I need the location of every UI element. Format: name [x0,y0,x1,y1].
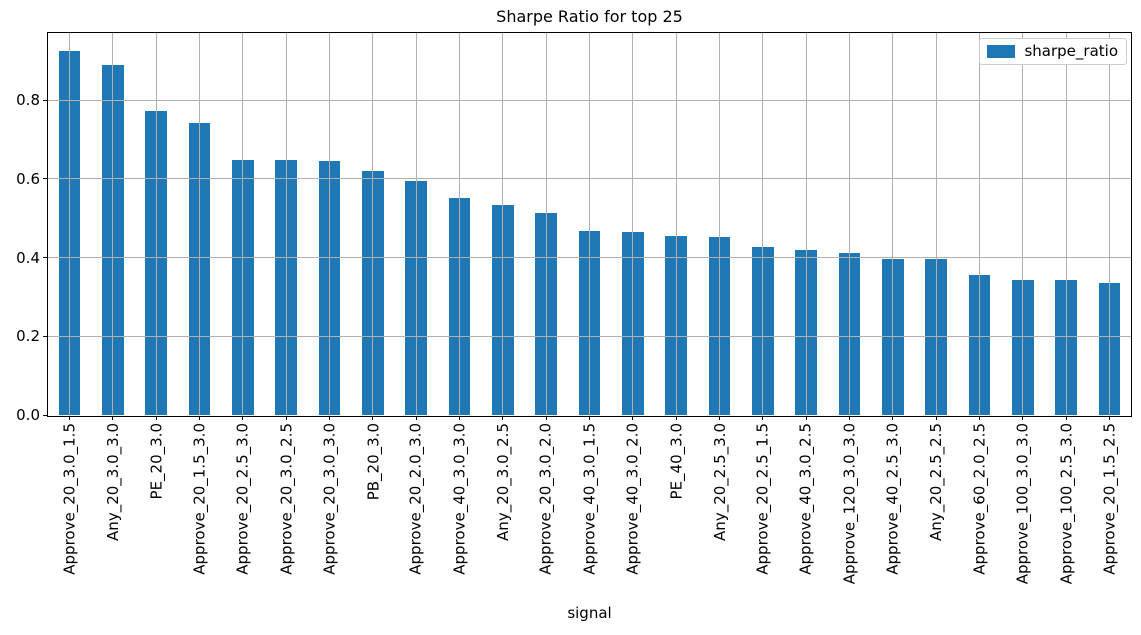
x-tick-mark [762,416,764,420]
x-tick-mark [112,416,114,420]
x-tick-label-text: Approve_40_3.0_2.0 [623,423,642,575]
x-tick-label-text: Approve_20_1.5_3.0 [190,423,209,575]
x-tick-label-text: Approve_40_2.5_3.0 [883,423,902,575]
x-tick-mark [1065,416,1067,420]
x-gridline [1108,33,1110,415]
x-gridline [545,33,547,415]
x-tick-mark [502,416,504,420]
y-tick-mark [43,414,47,416]
x-tick-mark [892,416,894,420]
x-axis-label: signal [567,604,612,622]
x-gridline [372,33,374,415]
x-tick-mark [69,416,71,420]
x-tick-label-text: PB_20_3.0 [363,423,382,501]
x-tick-label-text: Approve_40_3.0_3.0 [450,423,469,575]
x-tick-label-text: Approve_20_3.0_1.5 [60,423,79,575]
x-gridline [978,33,980,415]
x-tick-label-text: Approve_40_3.0_2.5 [797,423,816,575]
x-gridline [502,33,504,415]
x-tick-label-text: Any_20_2.5_3.0 [710,423,729,541]
y-tick-mark [43,178,47,180]
y-tick-label: 0.6 [16,169,40,188]
x-tick-mark [155,416,157,420]
x-gridline [285,33,287,415]
x-tick-label-text: Approve_20_2.5_1.5 [753,423,772,575]
x-gridline [242,33,244,415]
x-gridline [675,33,677,415]
x-tick-label-text: PE_20_3.0 [147,423,166,500]
x-gridline [112,33,114,415]
y-tick-label: 0.2 [16,327,40,346]
x-tick-mark [285,416,287,420]
x-gridline [69,33,71,415]
x-tick-mark [675,416,677,420]
x-tick-mark [978,416,980,420]
x-tick-label-text: Approve_20_2.0_3.0 [407,423,426,575]
x-gridline [155,33,157,415]
x-tick-label-text: Approve_20_1.5_2.5 [1100,423,1119,575]
x-tick-label-text: Approve_20_3.0_2.5 [277,423,296,575]
x-gridline [718,33,720,415]
x-gridline [329,33,331,415]
x-gridline [935,33,937,415]
x-tick-mark [805,416,807,420]
x-tick-mark [632,416,634,420]
x-tick-label-text: Approve_100_3.0_3.0 [1013,423,1032,585]
x-tick-mark [545,416,547,420]
x-tick-mark [589,416,590,420]
x-tick-mark [1022,416,1024,420]
x-tick-mark [718,416,720,420]
x-tick-mark [242,416,244,420]
x-gridline [632,33,634,415]
x-tick-label-text: Approve_100_2.5_3.0 [1057,423,1076,585]
x-tick-label-text: Any_20_2.5_2.5 [927,423,946,541]
legend-swatch-icon [987,45,1016,58]
chart-title: Sharpe Ratio for top 25 [496,7,683,26]
x-tick-mark [935,416,937,420]
x-tick-label-text: Approve_20_3.0_2.0 [537,423,556,575]
x-tick-label-text: Approve_40_3.0_1.5 [580,423,599,575]
legend: sharpe_ratio [979,38,1127,65]
x-tick-mark [372,416,374,420]
x-gridline [805,33,807,415]
y-tick-mark [43,257,47,259]
y-tick-label: 0.8 [16,91,40,110]
x-tick-mark [1108,416,1110,420]
x-tick-mark [199,416,201,420]
x-tick-mark [848,416,850,420]
x-tick-label-text: Approve_60_2.0_2.5 [970,423,989,575]
x-tick-label-text: Approve_20_2.5_3.0 [233,423,252,575]
y-tick-label: 0.4 [16,248,40,267]
x-tick-label-text: PE_40_3.0 [667,423,686,500]
x-gridline [1065,33,1067,415]
y-tick-label: 0.0 [16,406,40,424]
x-gridline [199,33,201,415]
plot-area: sharpe_ratio 0.0 0.2 0.4 0.6 0.8 Approve_20_3… [16,32,1132,584]
y-tick-mark [43,335,47,337]
x-gridline [848,33,850,415]
x-gridline [1022,33,1024,415]
x-gridline [415,33,417,415]
x-tick-mark [415,416,417,420]
x-tick-label-text: Any_20_3.0_2.5 [493,423,512,541]
y-tick-mark [43,99,47,101]
x-gridline [459,33,461,415]
x-tick-label-text: Any_20_3.0_3.0 [103,423,122,541]
x-tick-label-text: Approve_120_3.0_3.0 [840,423,859,585]
x-tick-mark [459,416,461,420]
legend-label: sharpe_ratio [1024,42,1118,60]
x-gridline [589,33,590,415]
x-tick-label-text: Approve_20_3.0_3.0 [320,423,339,575]
x-gridline [892,33,894,415]
x-tick-mark [329,416,331,420]
x-gridline [762,33,764,415]
